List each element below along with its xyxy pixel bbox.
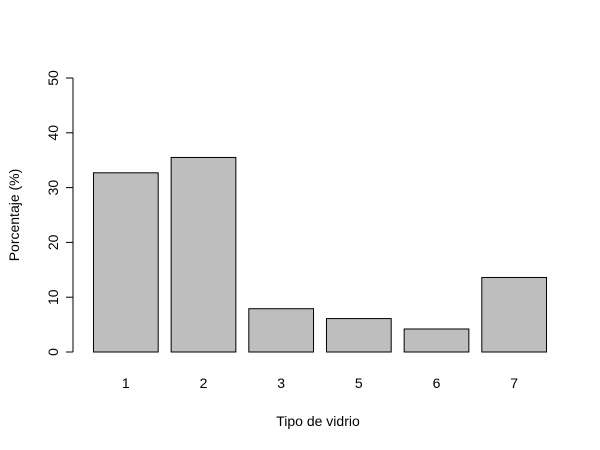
bar-5 [325,318,392,353]
y-tick-label: 0 [45,348,61,356]
bar-7 [481,276,548,353]
y-tick-label: 30 [45,180,61,196]
x-tick-label: 5 [355,375,363,391]
bars [92,156,548,353]
y-axis: 0 10 20 30 40 50 [45,70,74,356]
bar-3 [248,308,315,353]
x-tick-label: 3 [277,375,285,391]
x-tick-label: 6 [433,375,441,391]
y-axis-title: Porcentaje (%) [6,169,22,262]
x-tick-label: 2 [200,375,208,391]
x-tick-label: 1 [122,375,130,391]
y-tick-label: 20 [45,234,61,250]
y-tick-label: 10 [45,289,61,305]
bar-6 [403,328,470,353]
bar-2 [170,156,237,353]
y-tick-label: 50 [45,70,61,86]
bar-1 [92,172,159,353]
x-tick-label: 7 [510,375,518,391]
x-axis-title: Tipo de vidrio [276,413,360,429]
x-tick-labels: 1 2 3 5 6 7 [122,375,518,391]
y-tick-label: 40 [45,125,61,141]
